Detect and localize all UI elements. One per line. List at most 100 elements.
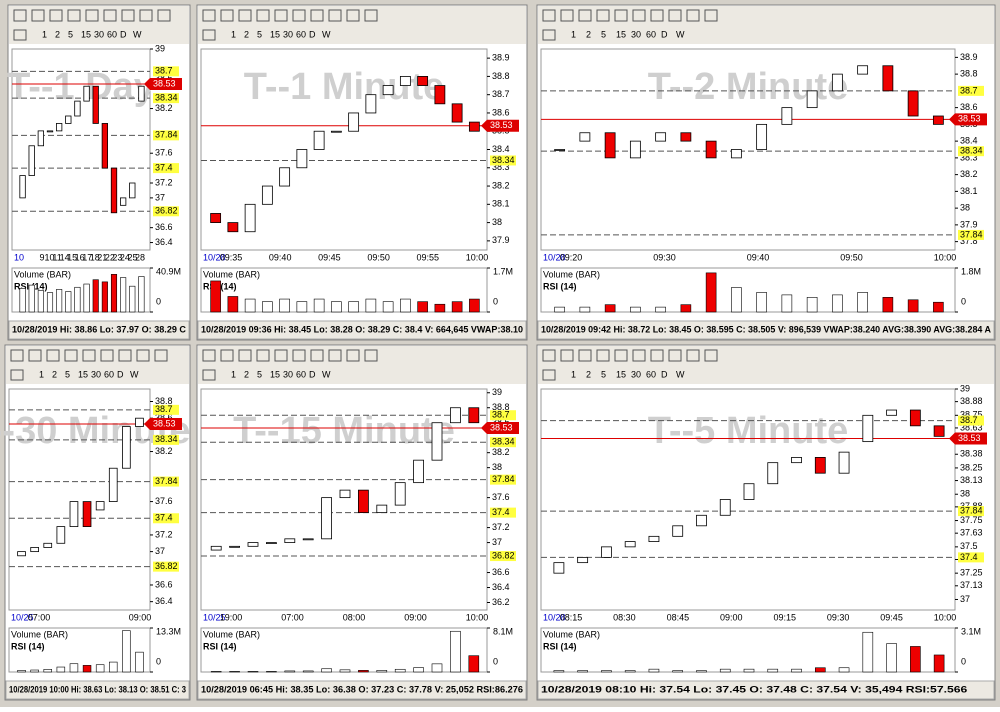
- toolbar-button[interactable]: [292, 349, 306, 362]
- interval-button[interactable]: 1: [39, 369, 44, 379]
- interval-button[interactable]: 2: [586, 29, 591, 39]
- toolbar-button[interactable]: [346, 9, 360, 22]
- interval-button[interactable]: 5: [68, 29, 73, 39]
- interval-button[interactable]: 1: [42, 29, 47, 39]
- toolbar-button[interactable]: [292, 9, 306, 22]
- interval-button[interactable]: W: [130, 369, 139, 379]
- interval-button[interactable]: 1: [571, 29, 576, 39]
- interval-button[interactable]: D: [661, 29, 668, 39]
- toolbar-button[interactable]: [121, 9, 135, 22]
- toolbar-button[interactable]: [202, 349, 216, 362]
- toolbar-button[interactable]: [46, 349, 60, 362]
- toolbar-button[interactable]: [118, 349, 132, 362]
- toolbar-button[interactable]: [85, 9, 99, 22]
- toolbar-button[interactable]: [542, 29, 556, 41]
- toolbar-button[interactable]: [256, 349, 270, 362]
- toolbar-button[interactable]: [220, 349, 234, 362]
- toolbar-button[interactable]: [49, 9, 63, 22]
- toolbar-button[interactable]: [632, 349, 646, 362]
- toolbar-button[interactable]: [256, 9, 270, 22]
- toolbar-button[interactable]: [596, 9, 610, 22]
- interval-button[interactable]: 30: [91, 369, 101, 379]
- interval-button[interactable]: 2: [55, 29, 60, 39]
- toolbar-button[interactable]: [136, 349, 150, 362]
- toolbar-button[interactable]: [560, 9, 574, 22]
- interval-button[interactable]: 30: [283, 29, 293, 39]
- toolbar-button[interactable]: [103, 9, 117, 22]
- toolbar-button[interactable]: [650, 9, 664, 22]
- toolbar-button[interactable]: [154, 349, 168, 362]
- toolbar-button[interactable]: [668, 349, 682, 362]
- toolbar-button[interactable]: [274, 9, 288, 22]
- interval-button[interactable]: W: [676, 29, 685, 39]
- toolbar-button[interactable]: [238, 349, 252, 362]
- interval-button[interactable]: D: [309, 369, 316, 379]
- toolbar-button[interactable]: [542, 349, 556, 362]
- interval-button[interactable]: 15: [616, 29, 626, 39]
- interval-button[interactable]: 15: [81, 29, 91, 39]
- toolbar-button[interactable]: [650, 349, 664, 362]
- toolbar-button[interactable]: [328, 349, 342, 362]
- interval-button[interactable]: 15: [616, 369, 626, 379]
- interval-button[interactable]: 1: [231, 369, 236, 379]
- toolbar-button[interactable]: [668, 9, 682, 22]
- interval-button[interactable]: 5: [601, 369, 606, 379]
- toolbar-button[interactable]: [632, 9, 646, 22]
- toolbar-button[interactable]: [13, 29, 27, 41]
- interval-button[interactable]: 1: [231, 29, 236, 39]
- interval-button[interactable]: W: [676, 369, 685, 379]
- toolbar-button[interactable]: [542, 9, 556, 22]
- interval-button[interactable]: W: [133, 29, 142, 39]
- interval-button[interactable]: 2: [244, 29, 249, 39]
- toolbar-button[interactable]: [596, 349, 610, 362]
- toolbar-button[interactable]: [13, 9, 27, 22]
- toolbar-button[interactable]: [614, 349, 628, 362]
- interval-button[interactable]: 5: [257, 369, 262, 379]
- toolbar-button[interactable]: [238, 9, 252, 22]
- interval-button[interactable]: 60: [646, 29, 656, 39]
- interval-button[interactable]: 30: [631, 369, 641, 379]
- interval-button[interactable]: 5: [65, 369, 70, 379]
- toolbar-button[interactable]: [82, 349, 96, 362]
- toolbar-button[interactable]: [10, 369, 24, 381]
- interval-button[interactable]: 30: [94, 29, 104, 39]
- interval-button[interactable]: 60: [104, 369, 114, 379]
- toolbar-button[interactable]: [157, 9, 171, 22]
- toolbar-button[interactable]: [542, 369, 556, 381]
- toolbar-button[interactable]: [364, 9, 378, 22]
- toolbar-button[interactable]: [578, 349, 592, 362]
- toolbar-button[interactable]: [10, 349, 24, 362]
- interval-button[interactable]: 1: [571, 369, 576, 379]
- toolbar-button[interactable]: [139, 9, 153, 22]
- interval-button[interactable]: 30: [283, 369, 293, 379]
- interval-button[interactable]: D: [117, 369, 124, 379]
- toolbar-button[interactable]: [310, 9, 324, 22]
- interval-button[interactable]: 15: [270, 369, 280, 379]
- toolbar-button[interactable]: [31, 9, 45, 22]
- interval-button[interactable]: 15: [270, 29, 280, 39]
- toolbar-button[interactable]: [704, 9, 718, 22]
- toolbar-button[interactable]: [100, 349, 114, 362]
- toolbar-button[interactable]: [346, 349, 360, 362]
- toolbar-button[interactable]: [64, 349, 78, 362]
- toolbar-button[interactable]: [202, 369, 216, 381]
- interval-button[interactable]: 60: [107, 29, 117, 39]
- interval-button[interactable]: 15: [78, 369, 88, 379]
- interval-button[interactable]: 5: [257, 29, 262, 39]
- toolbar-button[interactable]: [578, 9, 592, 22]
- interval-button[interactable]: 60: [296, 29, 306, 39]
- toolbar-button[interactable]: [686, 9, 700, 22]
- toolbar-button[interactable]: [328, 9, 342, 22]
- toolbar-button[interactable]: [274, 349, 288, 362]
- interval-button[interactable]: 2: [244, 369, 249, 379]
- interval-button[interactable]: 2: [52, 369, 57, 379]
- interval-button[interactable]: 2: [586, 369, 591, 379]
- interval-button[interactable]: 60: [296, 369, 306, 379]
- toolbar-button[interactable]: [560, 349, 574, 362]
- interval-button[interactable]: D: [309, 29, 316, 39]
- interval-button[interactable]: D: [661, 369, 668, 379]
- toolbar-button[interactable]: [686, 349, 700, 362]
- toolbar-button[interactable]: [704, 349, 718, 362]
- toolbar-button[interactable]: [202, 29, 216, 41]
- toolbar-button[interactable]: [28, 349, 42, 362]
